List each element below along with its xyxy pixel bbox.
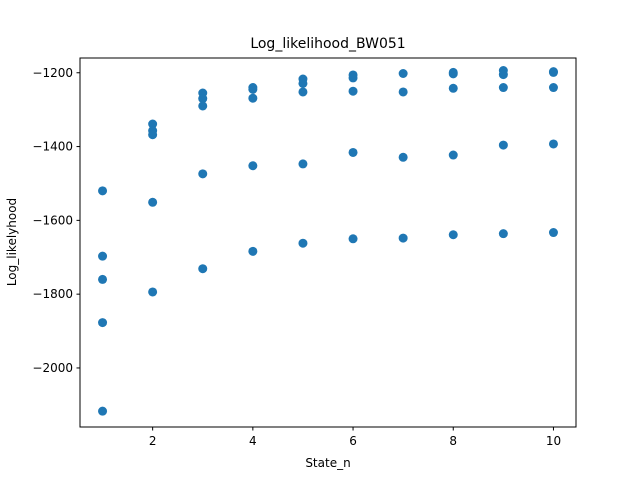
- data-point-7: [148, 130, 158, 140]
- data-point-41: [498, 83, 508, 93]
- y-axis-label: Log_likelyhood: [5, 198, 19, 286]
- data-point-5: [148, 119, 158, 129]
- data-point-23: [298, 159, 308, 169]
- data-point-0: [98, 186, 108, 196]
- plot-frame: [79, 57, 577, 428]
- data-point-38: [448, 230, 458, 240]
- data-point-12: [198, 101, 208, 111]
- data-point-26: [348, 73, 358, 83]
- data-point-11: [198, 94, 208, 104]
- y-tick-label: −1200: [32, 66, 73, 80]
- x-axis-label: State_n: [305, 456, 350, 470]
- data-point-32: [398, 152, 408, 162]
- data-point-27: [348, 86, 358, 96]
- data-point-18: [248, 161, 258, 171]
- data-point-13: [198, 169, 208, 179]
- data-point-36: [448, 83, 458, 93]
- data-point-16: [248, 84, 258, 94]
- data-point-3: [98, 318, 108, 328]
- data-point-19: [248, 246, 258, 256]
- data-point-31: [398, 87, 408, 97]
- data-point-37: [448, 150, 458, 160]
- y-tick-label: −1800: [32, 287, 73, 301]
- data-point-35: [448, 69, 458, 79]
- data-point-29: [348, 234, 358, 244]
- x-tick-label: 2: [149, 434, 157, 448]
- x-tick-label: 6: [349, 434, 357, 448]
- data-point-1: [98, 251, 108, 261]
- data-point-40: [498, 70, 508, 80]
- y-tick-label: −2000: [32, 361, 73, 375]
- data-point-42: [498, 140, 508, 150]
- y-tick-label: −1600: [32, 213, 73, 227]
- points-layer: [98, 66, 558, 416]
- data-point-24: [298, 238, 308, 248]
- data-point-8: [148, 197, 158, 207]
- x-ticks: 2 4 6 8 10: [149, 427, 561, 448]
- y-ticks: −2000 −1800 −1600 −1400 −1200: [32, 66, 80, 375]
- data-point-21: [298, 78, 308, 88]
- data-point-30: [398, 68, 408, 78]
- data-point-14: [198, 264, 208, 274]
- data-point-4: [98, 406, 108, 416]
- data-point-17: [248, 93, 258, 103]
- data-point-47: [548, 139, 558, 149]
- x-tick-label: 8: [449, 434, 457, 448]
- data-point-22: [298, 87, 308, 97]
- y-tick-label: −1400: [32, 140, 73, 154]
- data-point-33: [398, 233, 408, 243]
- data-point-45: [548, 67, 558, 77]
- x-tick-label: 10: [546, 434, 561, 448]
- data-point-46: [548, 83, 558, 93]
- x-tick-label: 4: [249, 434, 257, 448]
- data-point-28: [348, 147, 358, 157]
- chart-title: Log_likelihood_BW051: [250, 36, 405, 52]
- data-point-43: [498, 229, 508, 239]
- data-point-9: [148, 287, 158, 297]
- data-point-48: [548, 228, 558, 238]
- data-point-2: [98, 274, 108, 284]
